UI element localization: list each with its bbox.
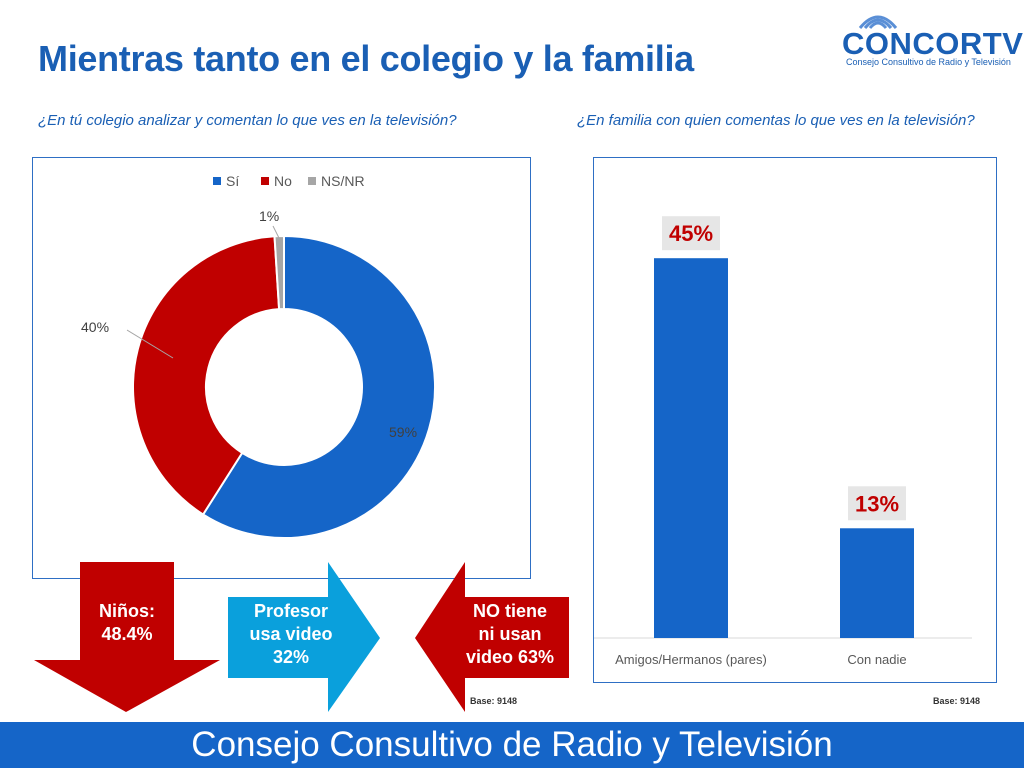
base-right: Base: 9148 bbox=[933, 696, 981, 706]
profesor-right-arrow bbox=[228, 562, 380, 712]
footer-bar: Consejo Consultivo de Radio y Televisión bbox=[0, 722, 1024, 768]
profesor-label-line2: usa video bbox=[249, 624, 333, 644]
ninos-down-arrow bbox=[34, 562, 220, 712]
logo-subtitle: Consejo Consultivo de Radio y Televisión bbox=[846, 57, 1011, 67]
bar-0 bbox=[654, 258, 728, 638]
donut-leader-2 bbox=[272, 225, 280, 239]
legend-label-1: No bbox=[274, 173, 292, 189]
bar-chart: 45% Amigos/Hermanos (pares) 13% Con nadie bbox=[594, 216, 972, 667]
profesor-label-line1: Profesor bbox=[253, 601, 329, 621]
bar-label-bg-0 bbox=[662, 216, 720, 251]
donut-chart-panel: Sí No NS/NR 59% 40% 1% bbox=[32, 157, 531, 579]
category-label-1: Con nadie bbox=[847, 652, 906, 667]
left-question: ¿En tú colegio analizar y comentan lo qu… bbox=[38, 112, 457, 129]
legend-label-0: Sí bbox=[226, 173, 239, 189]
bar-label-bg-1 bbox=[848, 486, 906, 521]
no-tiene-arrow-label: NO tiene ni usan video 63% bbox=[450, 600, 570, 669]
donut-label-0: 59% bbox=[389, 424, 417, 440]
no-tiene-label-line1: NO tiene bbox=[472, 601, 547, 621]
signal-waves-icon bbox=[858, 15, 898, 29]
donut-slice-0 bbox=[201, 234, 436, 539]
ninos-label-line1: Niños: bbox=[99, 601, 155, 621]
bar-value-label-1: 13% bbox=[855, 491, 899, 516]
donut-slice-1 bbox=[132, 235, 281, 516]
ninos-arrow-label: Niños: 48.4% bbox=[80, 600, 174, 646]
footer-text: Consejo Consultivo de Radio y Televisión bbox=[191, 725, 833, 764]
concortv-logo: CONCORTV Consejo Consultivo de Radio y T… bbox=[838, 2, 1024, 68]
legend-swatch-0 bbox=[213, 177, 221, 185]
legend-swatch-2 bbox=[308, 177, 316, 185]
bar-value-label-0: 45% bbox=[669, 221, 713, 246]
legend-swatch-1 bbox=[261, 177, 269, 185]
ninos-label-line2: 48.4% bbox=[101, 624, 153, 644]
donut-chart: Sí No NS/NR 59% 40% 1% bbox=[81, 173, 436, 539]
donut-label-2: 1% bbox=[259, 208, 279, 224]
no-tiene-left-arrow bbox=[415, 562, 569, 712]
no-tiene-label-line3: video 63% bbox=[465, 647, 555, 667]
no-tiene-label-line2: ni usan bbox=[478, 624, 542, 644]
profesor-arrow-label: Profesor usa video 32% bbox=[232, 600, 350, 669]
base-left: Base: 9148 bbox=[470, 696, 518, 706]
right-question: ¿En familia con quien comentas lo que ve… bbox=[577, 112, 975, 129]
category-label-0: Amigos/Hermanos (pares) bbox=[615, 652, 767, 667]
profesor-label-line3: 32% bbox=[272, 647, 310, 667]
logo-brand: CONCORTV bbox=[842, 26, 1024, 61]
page-title: Mientras tanto en el colegio y la famili… bbox=[38, 38, 694, 79]
donut-leader-1 bbox=[126, 329, 174, 359]
legend-label-2: NS/NR bbox=[321, 173, 365, 189]
bar-1 bbox=[840, 528, 914, 638]
donut-label-1: 40% bbox=[81, 319, 109, 335]
bar-chart-panel: 45% Amigos/Hermanos (pares) 13% Con nadie bbox=[593, 157, 997, 683]
